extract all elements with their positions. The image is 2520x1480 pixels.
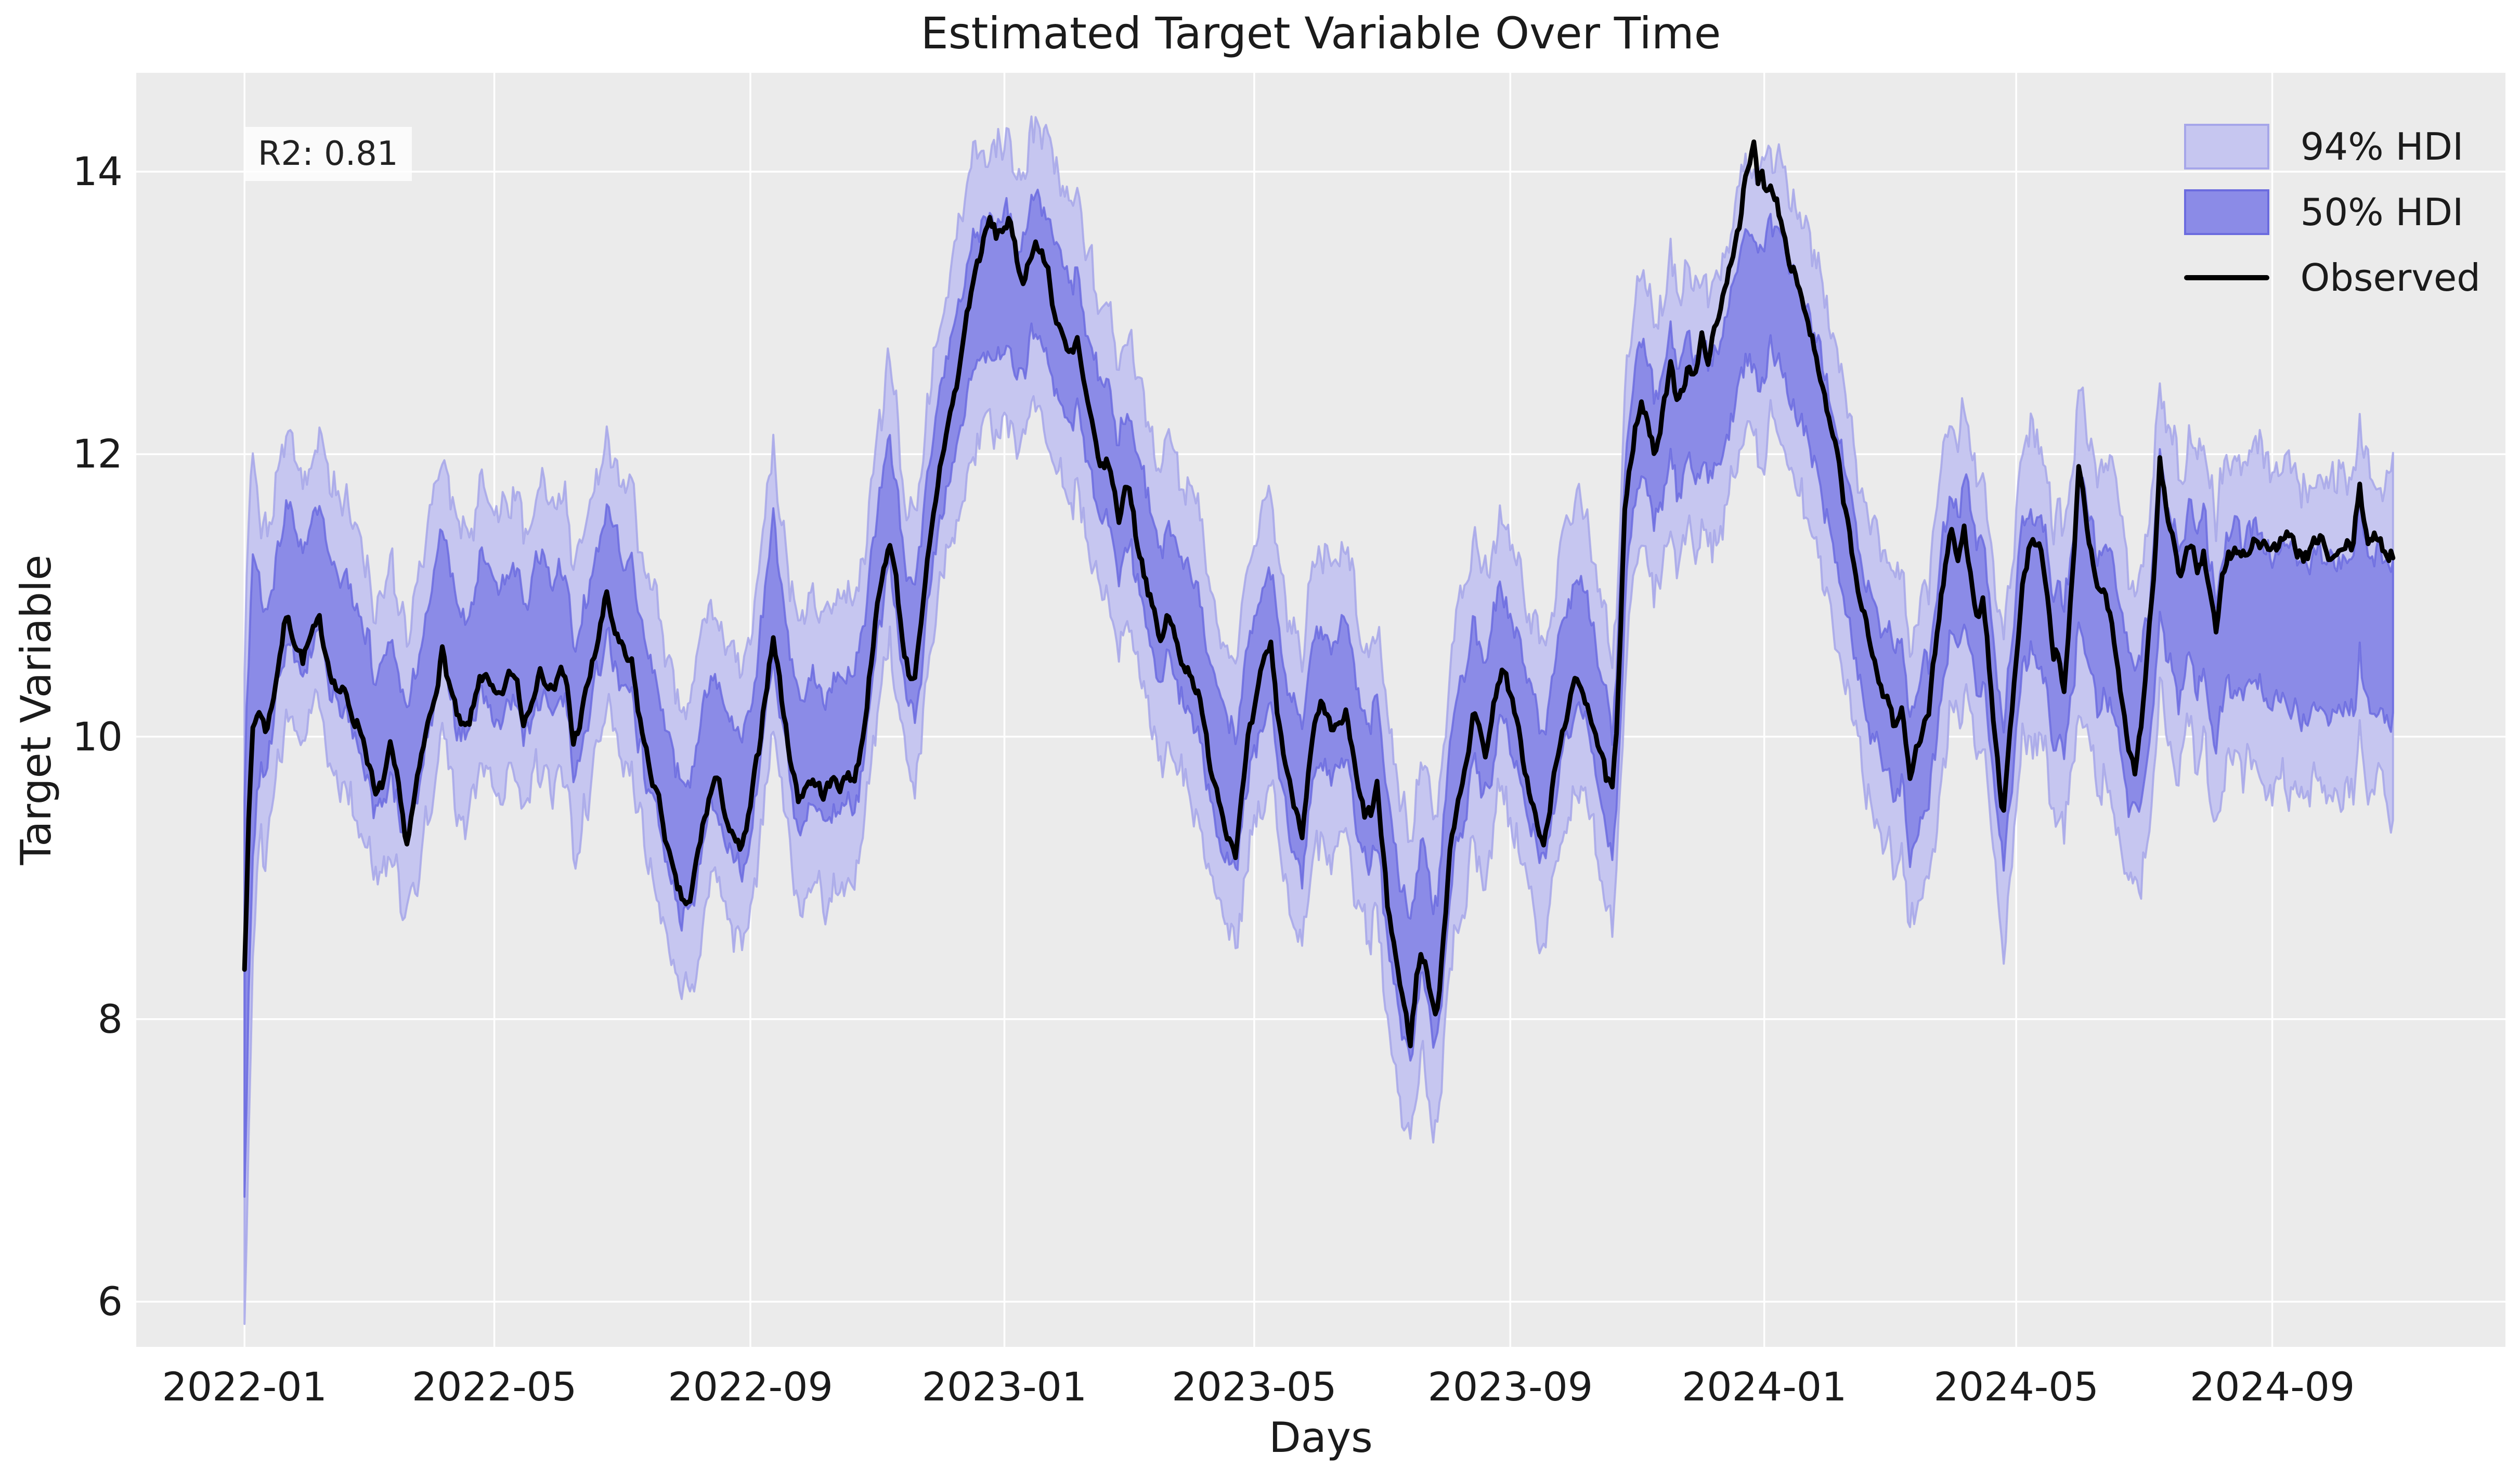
x-tick-label: 2023-05 [1172,1364,1337,1410]
y-tick-label: 6 [97,1278,123,1325]
plot-area: R2: 0.81 94% HDI 50% HDI Observed [136,73,2505,1347]
legend-item-hdi50: 50% HDI [2184,189,2480,235]
x-tick-label: 2022-05 [411,1364,577,1410]
observed-line-swatch-icon [2184,255,2269,301]
hdi50-band-swatch-icon [2184,189,2269,235]
x-tick-label: 2023-09 [1427,1364,1593,1410]
y-tick-label: 12 [72,431,123,477]
hdi50-band [243,188,2394,1198]
x-tick-label: 2023-01 [921,1364,1087,1410]
y-tick-label: 10 [72,713,123,760]
x-tick-label: 2024-01 [1681,1364,1847,1410]
observed-line [242,139,2396,1048]
y-axis-label: Target Variable [12,554,60,865]
x-axis-label: Days [1269,1413,1373,1462]
legend-item-hdi94: 94% HDI [2184,124,2480,170]
r2-annotation: R2: 0.81 [244,127,412,181]
y-tick-label: 8 [97,995,123,1042]
x-tick-label: 2024-09 [2189,1364,2355,1410]
legend: 94% HDI 50% HDI Observed [2184,124,2480,301]
chart-title: Estimated Target Variable Over Time [920,8,1721,59]
x-tick-label: 2024-05 [1933,1364,2099,1410]
chart-canvas [136,73,2505,1347]
legend-label: 50% HDI [2300,190,2464,234]
legend-label: Observed [2300,256,2480,300]
legend-label: 94% HDI [2300,125,2464,168]
y-tick-label: 14 [72,148,123,195]
legend-item-observed: Observed [2184,255,2480,301]
hdi94-band-swatch-icon [2184,124,2269,170]
x-tick-label: 2022-01 [162,1364,327,1410]
x-tick-label: 2022-09 [668,1364,833,1410]
